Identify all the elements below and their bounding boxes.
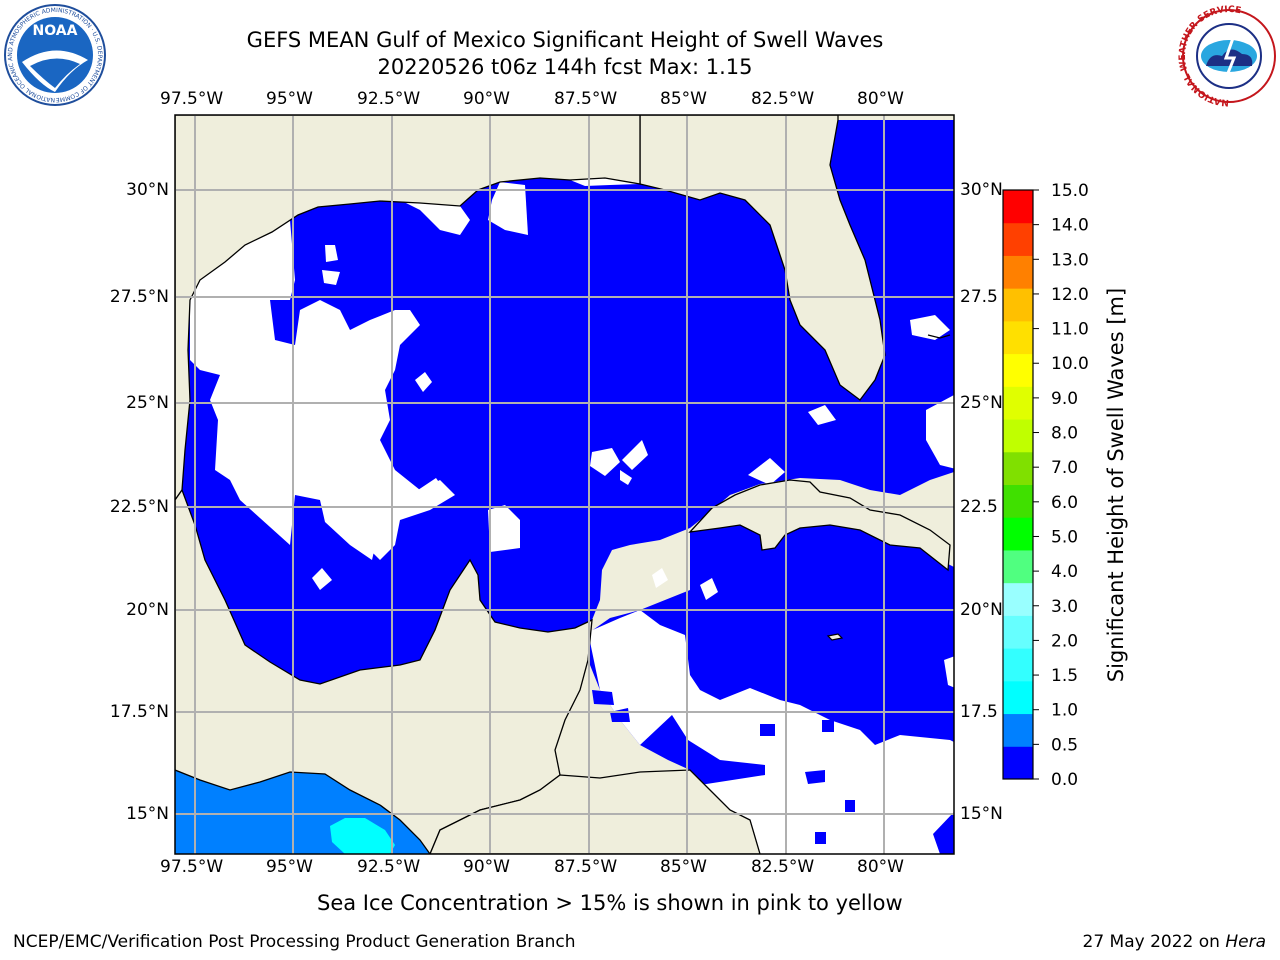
us-coast-land — [175, 115, 641, 502]
lon-label-top: 82.5°W — [751, 89, 815, 109]
colorbar-swatch — [1003, 680, 1033, 715]
colorbar-tick-label: 0.0 — [1051, 770, 1078, 790]
lon-label-top: 92.5°W — [357, 89, 421, 109]
lat-label-right: 22.5 — [960, 497, 998, 517]
lon-label-top: 85°W — [660, 89, 707, 109]
lat-label-right: 15°N — [960, 804, 1003, 824]
colorbar-tick-label: 9.0 — [1051, 389, 1078, 409]
lon-label-top: 87.5°W — [554, 89, 618, 109]
footer-date: 27 May 2022 on Hera — [1083, 932, 1267, 952]
colorbar-tick-label: 14.0 — [1051, 216, 1089, 236]
colorbar-tick-label: 1.0 — [1051, 701, 1078, 721]
lat-label-left: 15°N — [126, 804, 169, 824]
colorbar-tick-label: 6.0 — [1051, 493, 1078, 513]
lat-label-right: 30°N — [960, 180, 1003, 200]
colorbar-tick-label: 7.0 — [1051, 458, 1078, 478]
footer-machine: Hera — [1225, 932, 1266, 952]
colorbar-swatch — [1003, 190, 1033, 224]
colorbar-swatch — [1003, 222, 1033, 256]
lat-label-left: 17.5°N — [109, 702, 169, 722]
caribbean-blue-patches — [592, 690, 954, 854]
colorbar-tick-label: 5.0 — [1051, 527, 1078, 547]
lon-label-top: 95°W — [266, 89, 313, 109]
jamaica-land — [826, 633, 844, 641]
lon-label-bottom: 82.5°W — [751, 857, 815, 877]
title-line-2: 20220526 t06z 144h fcst Max: 1.15 — [377, 55, 753, 79]
map-area — [175, 115, 954, 854]
lon-label-bottom: 85°W — [660, 857, 707, 877]
colorbar-swatch — [1003, 419, 1033, 453]
colorbar-tick-label: 12.0 — [1051, 285, 1089, 305]
pacific-high-area — [330, 818, 395, 854]
colorbar-swatch — [1003, 353, 1033, 387]
lat-label-right: 17.5 — [960, 702, 998, 722]
colorbar-swatch — [1003, 386, 1033, 420]
colorbar-swatch — [1003, 451, 1033, 485]
noaa-logo-icon: NOAA NATIONAL OCEANIC AND ATMOSPHERIC AD… — [0, 0, 106, 106]
lon-label-top: 97.5°W — [160, 89, 224, 109]
colorbar-swatch — [1003, 713, 1033, 747]
colorbar-swatch — [1003, 615, 1033, 649]
lat-label-left: 20°N — [126, 600, 169, 620]
colorbar-swatch — [1003, 255, 1033, 289]
colorbar-tick-label: 1.5 — [1051, 666, 1078, 686]
colorbar-tick-label: 10.0 — [1051, 354, 1089, 374]
lat-label-right: 25°N — [960, 393, 1003, 413]
lat-label-right: 27.5 — [960, 287, 998, 307]
colorbar-swatch — [1003, 648, 1033, 682]
colorbar-tick-label: 2.0 — [1051, 631, 1078, 651]
sea-ice-note: Sea Ice Concentration > 15% is shown in … — [317, 891, 903, 915]
colorbar-swatch — [1003, 484, 1033, 518]
map-gridlines — [175, 115, 954, 854]
yucatan-land — [175, 488, 593, 854]
colorbar-tick-label: 15.0 — [1051, 181, 1089, 201]
colorbar-tick-label: 11.0 — [1051, 320, 1089, 340]
colorbar-swatch — [1003, 746, 1033, 780]
lon-label-bottom: 97.5°W — [160, 857, 224, 877]
colorbar-swatch — [1003, 288, 1033, 322]
footer-branch: NCEP/EMC/Verification Post Processing Pr… — [13, 932, 576, 952]
colorbar-swatch — [1003, 582, 1033, 616]
lat-label-left: 27.5°N — [109, 287, 169, 307]
colorbar-swatch — [1003, 517, 1033, 551]
lat-label-left: 25°N — [126, 393, 169, 413]
footer-date-text: 27 May 2022 on — [1082, 932, 1226, 952]
lat-label-left: 22.5°N — [109, 497, 169, 517]
lon-label-bottom: 87.5°W — [554, 857, 618, 877]
lon-label-bottom: 95°W — [266, 857, 313, 877]
colorbar: 0.0 0.5 1.0 1.5 2.0 3.0 4.0 5.0 6.0 7.0 8.0 9.0 10.0… — [1002, 181, 1089, 790]
central-america-land — [429, 769, 761, 854]
colorbar-tick-label: 4.0 — [1051, 562, 1078, 582]
lon-label-bottom: 80°W — [857, 857, 904, 877]
title-line-1: GEFS MEAN Gulf of Mexico Significant Hei… — [246, 28, 884, 52]
lon-label-top: 90°W — [463, 89, 510, 109]
colorbar-tick-label: 8.0 — [1051, 424, 1078, 444]
colorbar-label: Significant Height of Swell Waves [m] — [1104, 288, 1128, 682]
lat-label-right: 20°N — [960, 600, 1003, 620]
colorbar-tick-label: 13.0 — [1051, 250, 1089, 270]
map-frame — [174, 114, 955, 855]
lat-label-left: 30°N — [126, 180, 169, 200]
florida-land — [639, 115, 886, 401]
colorbar-frame — [1002, 189, 1034, 780]
colorbar-tick-label: 0.5 — [1051, 735, 1078, 755]
lon-label-bottom: 90°W — [463, 857, 510, 877]
colorbar-swatch — [1003, 549, 1033, 584]
colorbar-tick-label: 3.0 — [1051, 597, 1078, 617]
lon-label-top: 80°W — [857, 89, 904, 109]
bahamas-land — [927, 334, 951, 339]
lon-label-bottom: 92.5°W — [357, 857, 421, 877]
nws-logo-icon: NATIONAL WEATHER SERVICE — [1178, 5, 1276, 107]
colorbar-swatch — [1003, 320, 1033, 355]
svg-text:NOAA: NOAA — [33, 23, 78, 39]
cuba-land — [688, 479, 951, 572]
